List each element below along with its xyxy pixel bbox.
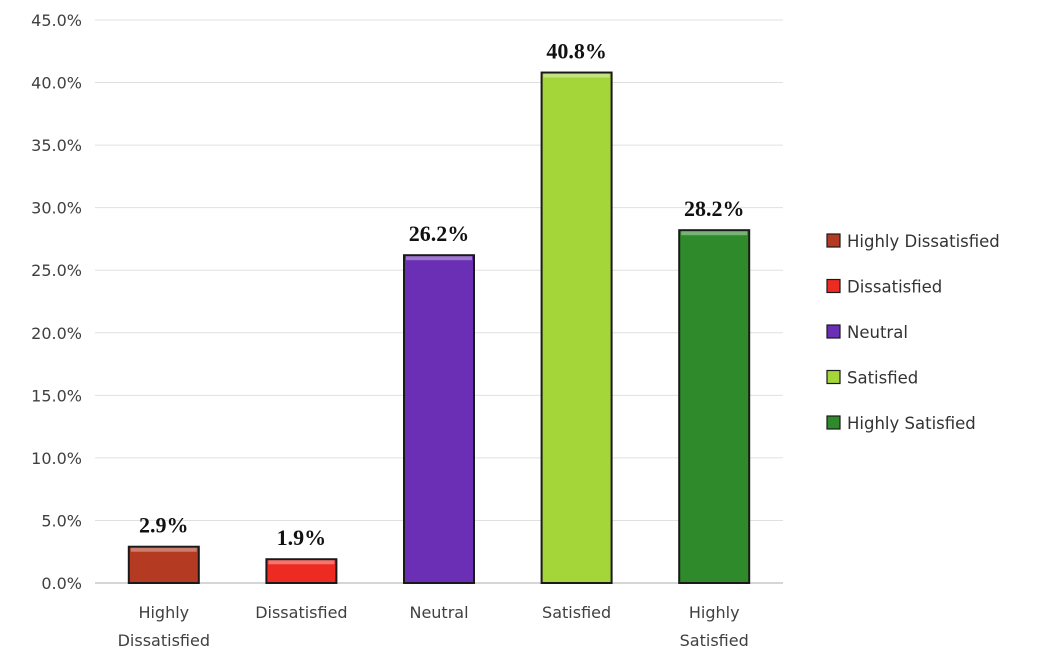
bar xyxy=(540,71,613,585)
x-category-label: Highly xyxy=(689,603,740,622)
bar-data-label: 28.2% xyxy=(684,196,745,221)
x-category-label: Satisfied xyxy=(542,603,611,622)
legend-label: Neutral xyxy=(847,323,908,342)
y-tick-label: 20.0% xyxy=(31,324,82,343)
x-category-label: Dissatisfied xyxy=(255,603,347,622)
legend: Highly Dissatisfied Dissatisfied Neutral Sa… xyxy=(826,232,1000,433)
legend-swatch xyxy=(826,369,841,385)
bar-highlight xyxy=(406,256,472,261)
legend-swatch xyxy=(826,233,841,248)
x-category-label: Highly xyxy=(138,603,189,622)
y-tick-label: 30.0% xyxy=(31,199,82,218)
x-axis-category-labels: Highly Dissatisfied Dissatisfied Neutral Sat… xyxy=(118,603,749,650)
bar xyxy=(127,545,200,584)
bar xyxy=(265,558,338,584)
bar-data-label: 26.2% xyxy=(409,221,470,246)
x-category-label: Satisfied xyxy=(680,631,749,650)
y-tick-label: 15.0% xyxy=(31,386,82,405)
legend-swatch xyxy=(826,415,841,430)
legend-swatch xyxy=(826,278,841,294)
legend-label: Satisfied xyxy=(847,369,918,388)
bar-data-label: 1.9% xyxy=(277,525,327,550)
bar-highlight xyxy=(681,231,748,236)
bar xyxy=(403,254,475,584)
x-category-label: Dissatisfied xyxy=(118,631,210,650)
legend-label: Dissatisfied xyxy=(847,278,942,297)
y-tick-label: 0.0% xyxy=(41,574,82,593)
bar-highlight xyxy=(543,73,610,78)
bar xyxy=(678,229,751,584)
bar-highlight xyxy=(268,560,335,565)
y-tick-label: 35.0% xyxy=(31,136,82,155)
bar-data-label: 40.8% xyxy=(546,39,607,64)
legend-swatch xyxy=(826,324,841,339)
x-category-label: Neutral xyxy=(409,603,468,622)
y-tick-label: 40.0% xyxy=(31,74,82,93)
y-tick-label: 45.0% xyxy=(31,11,82,30)
bar-data-label: 2.9% xyxy=(139,513,189,538)
legend-label: Highly Dissatisfied xyxy=(847,232,1000,251)
bar-highlight xyxy=(130,547,197,552)
y-axis-tick-labels: 0.0% 5.0% 10.0% 15.0% 20.0% 25.0% 30.0% 35.0% 40… xyxy=(31,11,82,593)
y-tick-label: 25.0% xyxy=(31,261,82,280)
legend-label: Highly Satisfied xyxy=(847,414,976,433)
bars xyxy=(127,71,751,585)
data-labels: 2.9% 1.9% 26.2% 40.8% 28.2% xyxy=(139,39,744,551)
y-tick-label: 10.0% xyxy=(31,449,82,468)
y-tick-label: 5.0% xyxy=(41,511,82,530)
